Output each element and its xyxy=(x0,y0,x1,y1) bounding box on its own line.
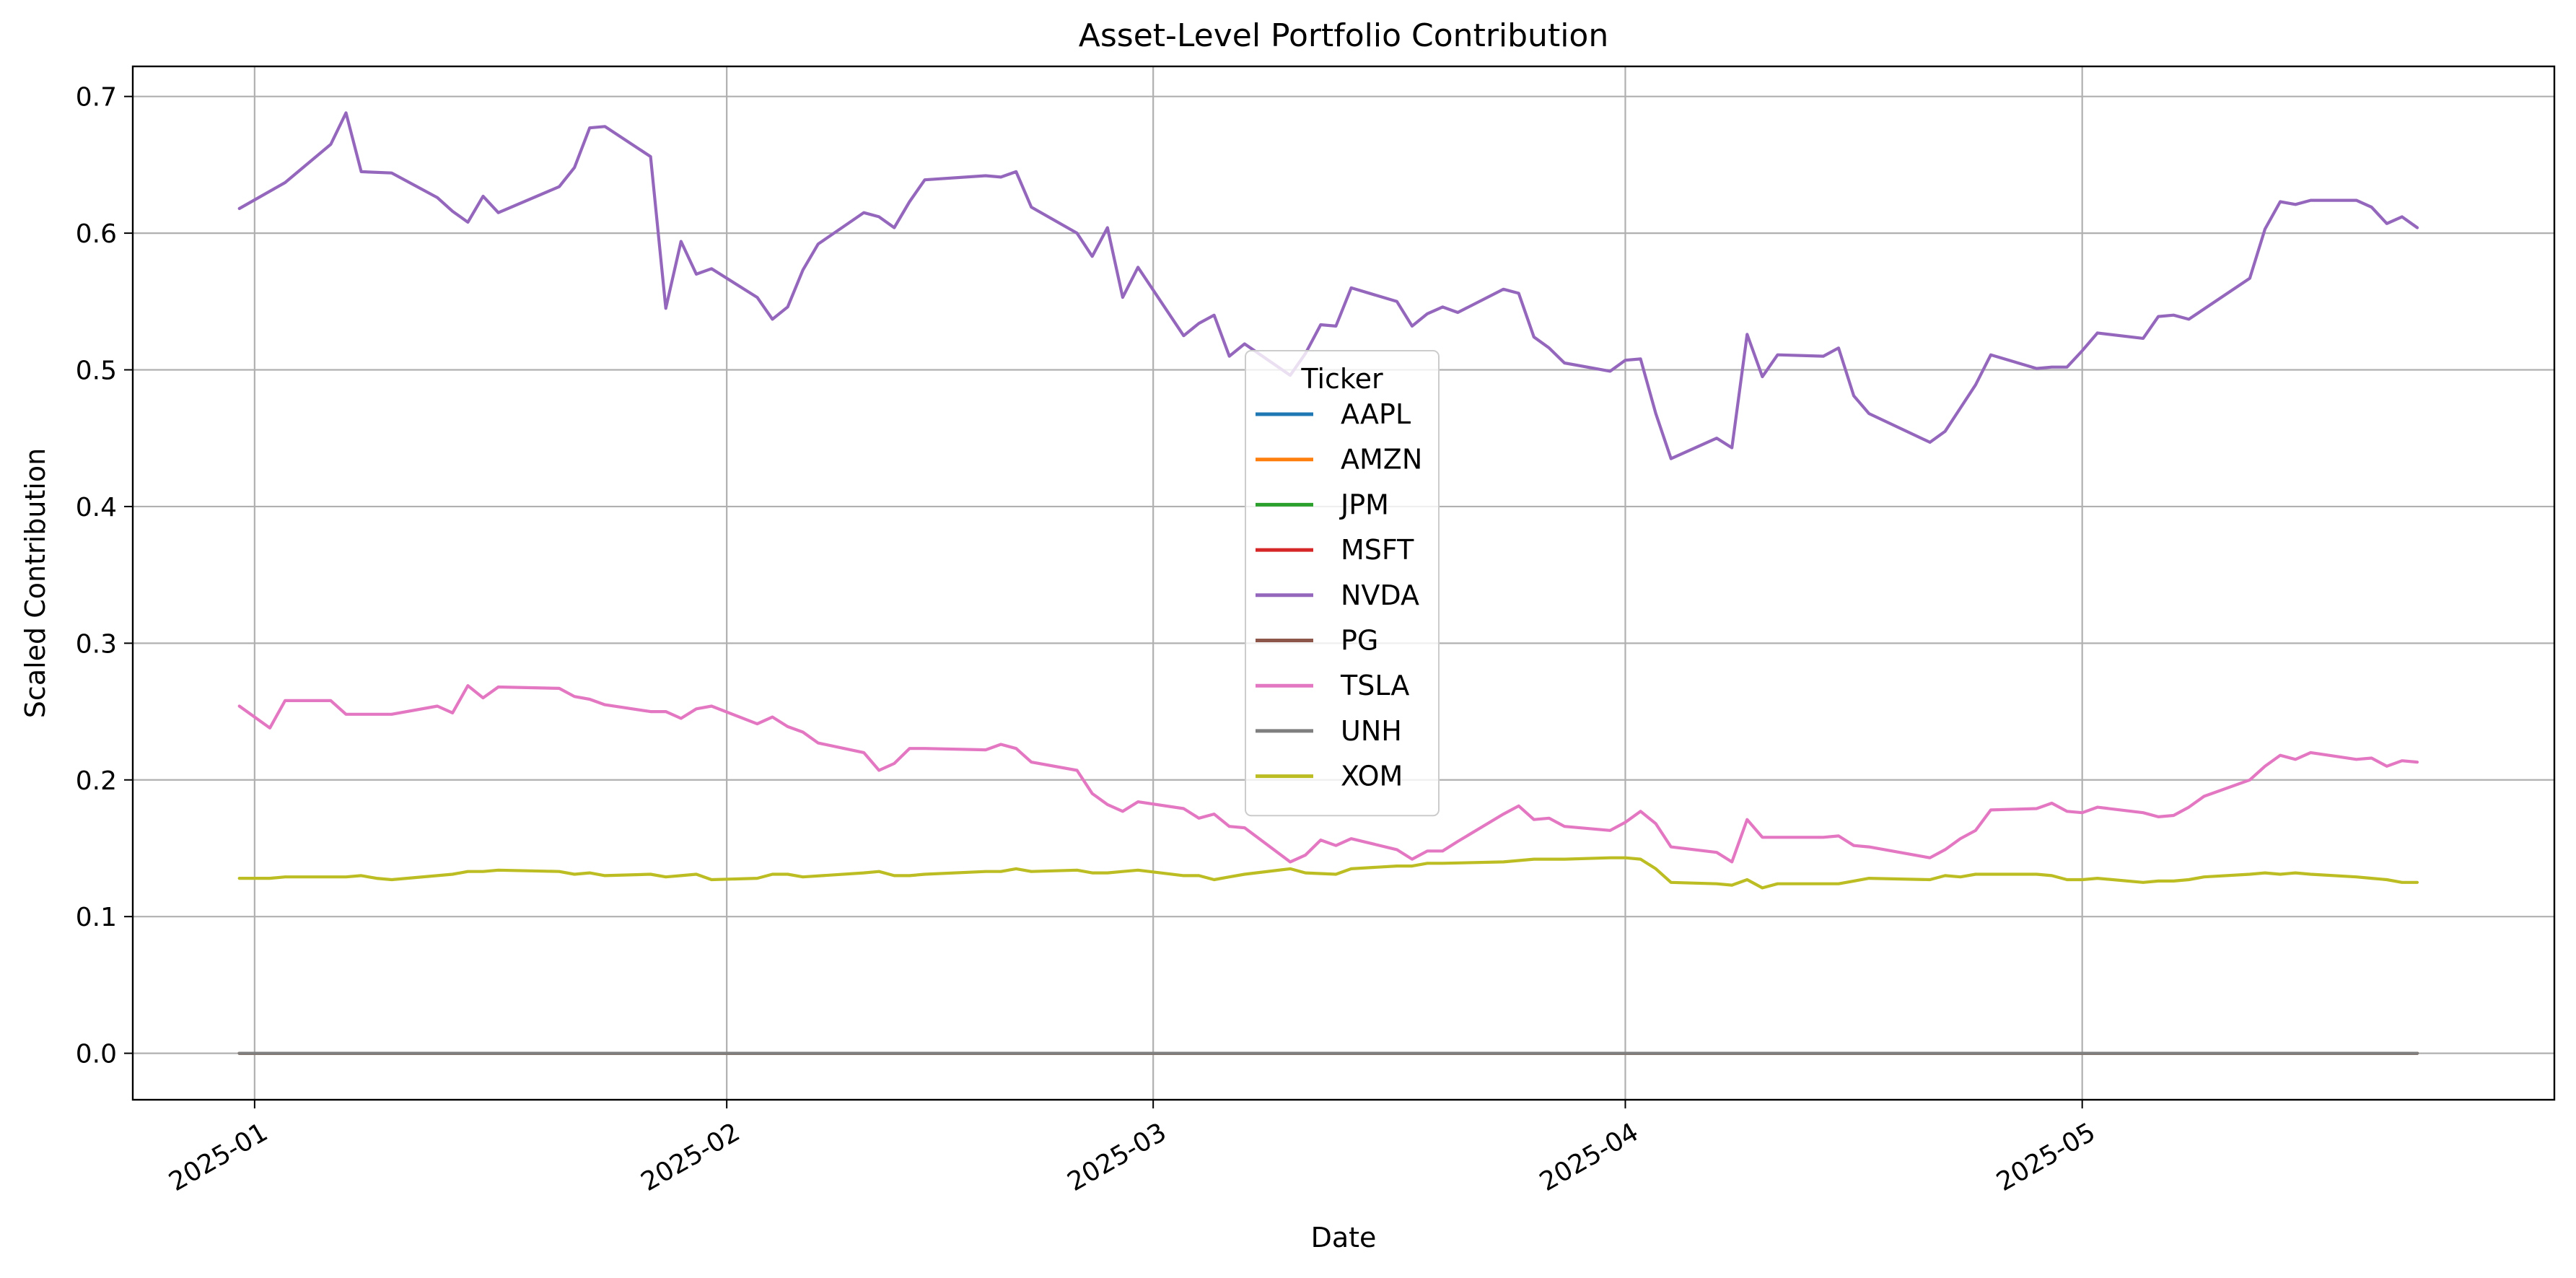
y-tick-label: 0.3 xyxy=(76,629,117,659)
legend-label-pg: PG xyxy=(1341,625,1378,657)
y-tick-label: 0.2 xyxy=(76,766,117,796)
series-layer xyxy=(237,111,2419,1055)
legend-title: Ticker xyxy=(1300,363,1383,395)
axes-frame xyxy=(131,65,2556,1101)
legend-label-xom: XOM xyxy=(1341,761,1403,792)
y-tick-label: 0.6 xyxy=(76,219,117,249)
legend-box xyxy=(1245,350,1440,817)
x-axis-label: Date xyxy=(1311,1222,1377,1253)
y-tick-label: 0.1 xyxy=(76,903,117,932)
series-line-nvda xyxy=(237,111,2419,460)
legend-label-msft: MSFT xyxy=(1341,534,1414,566)
legend-label-jpm: JPM xyxy=(1339,489,1389,520)
legend-label-tsla: TSLA xyxy=(1340,670,1409,701)
legend-label-nvda: NVDA xyxy=(1341,579,1419,611)
y-tick-label: 0.5 xyxy=(76,356,117,386)
chart-title: Asset-Level Portfolio Contribution xyxy=(1079,17,1608,54)
legend-label-amzn: AMZN xyxy=(1341,444,1422,476)
y-tick-label: 0.0 xyxy=(76,1040,117,1069)
series-line-tsla xyxy=(237,683,2419,864)
legend-label-unh: UNH xyxy=(1341,715,1402,747)
y-tick-label: 0.4 xyxy=(76,493,117,522)
y-axis-label: Scaled Contribution xyxy=(19,448,51,718)
series-line-xom xyxy=(237,856,2419,890)
y-tick-label: 0.7 xyxy=(76,83,117,113)
legend-label-aapl: AAPL xyxy=(1341,398,1411,430)
